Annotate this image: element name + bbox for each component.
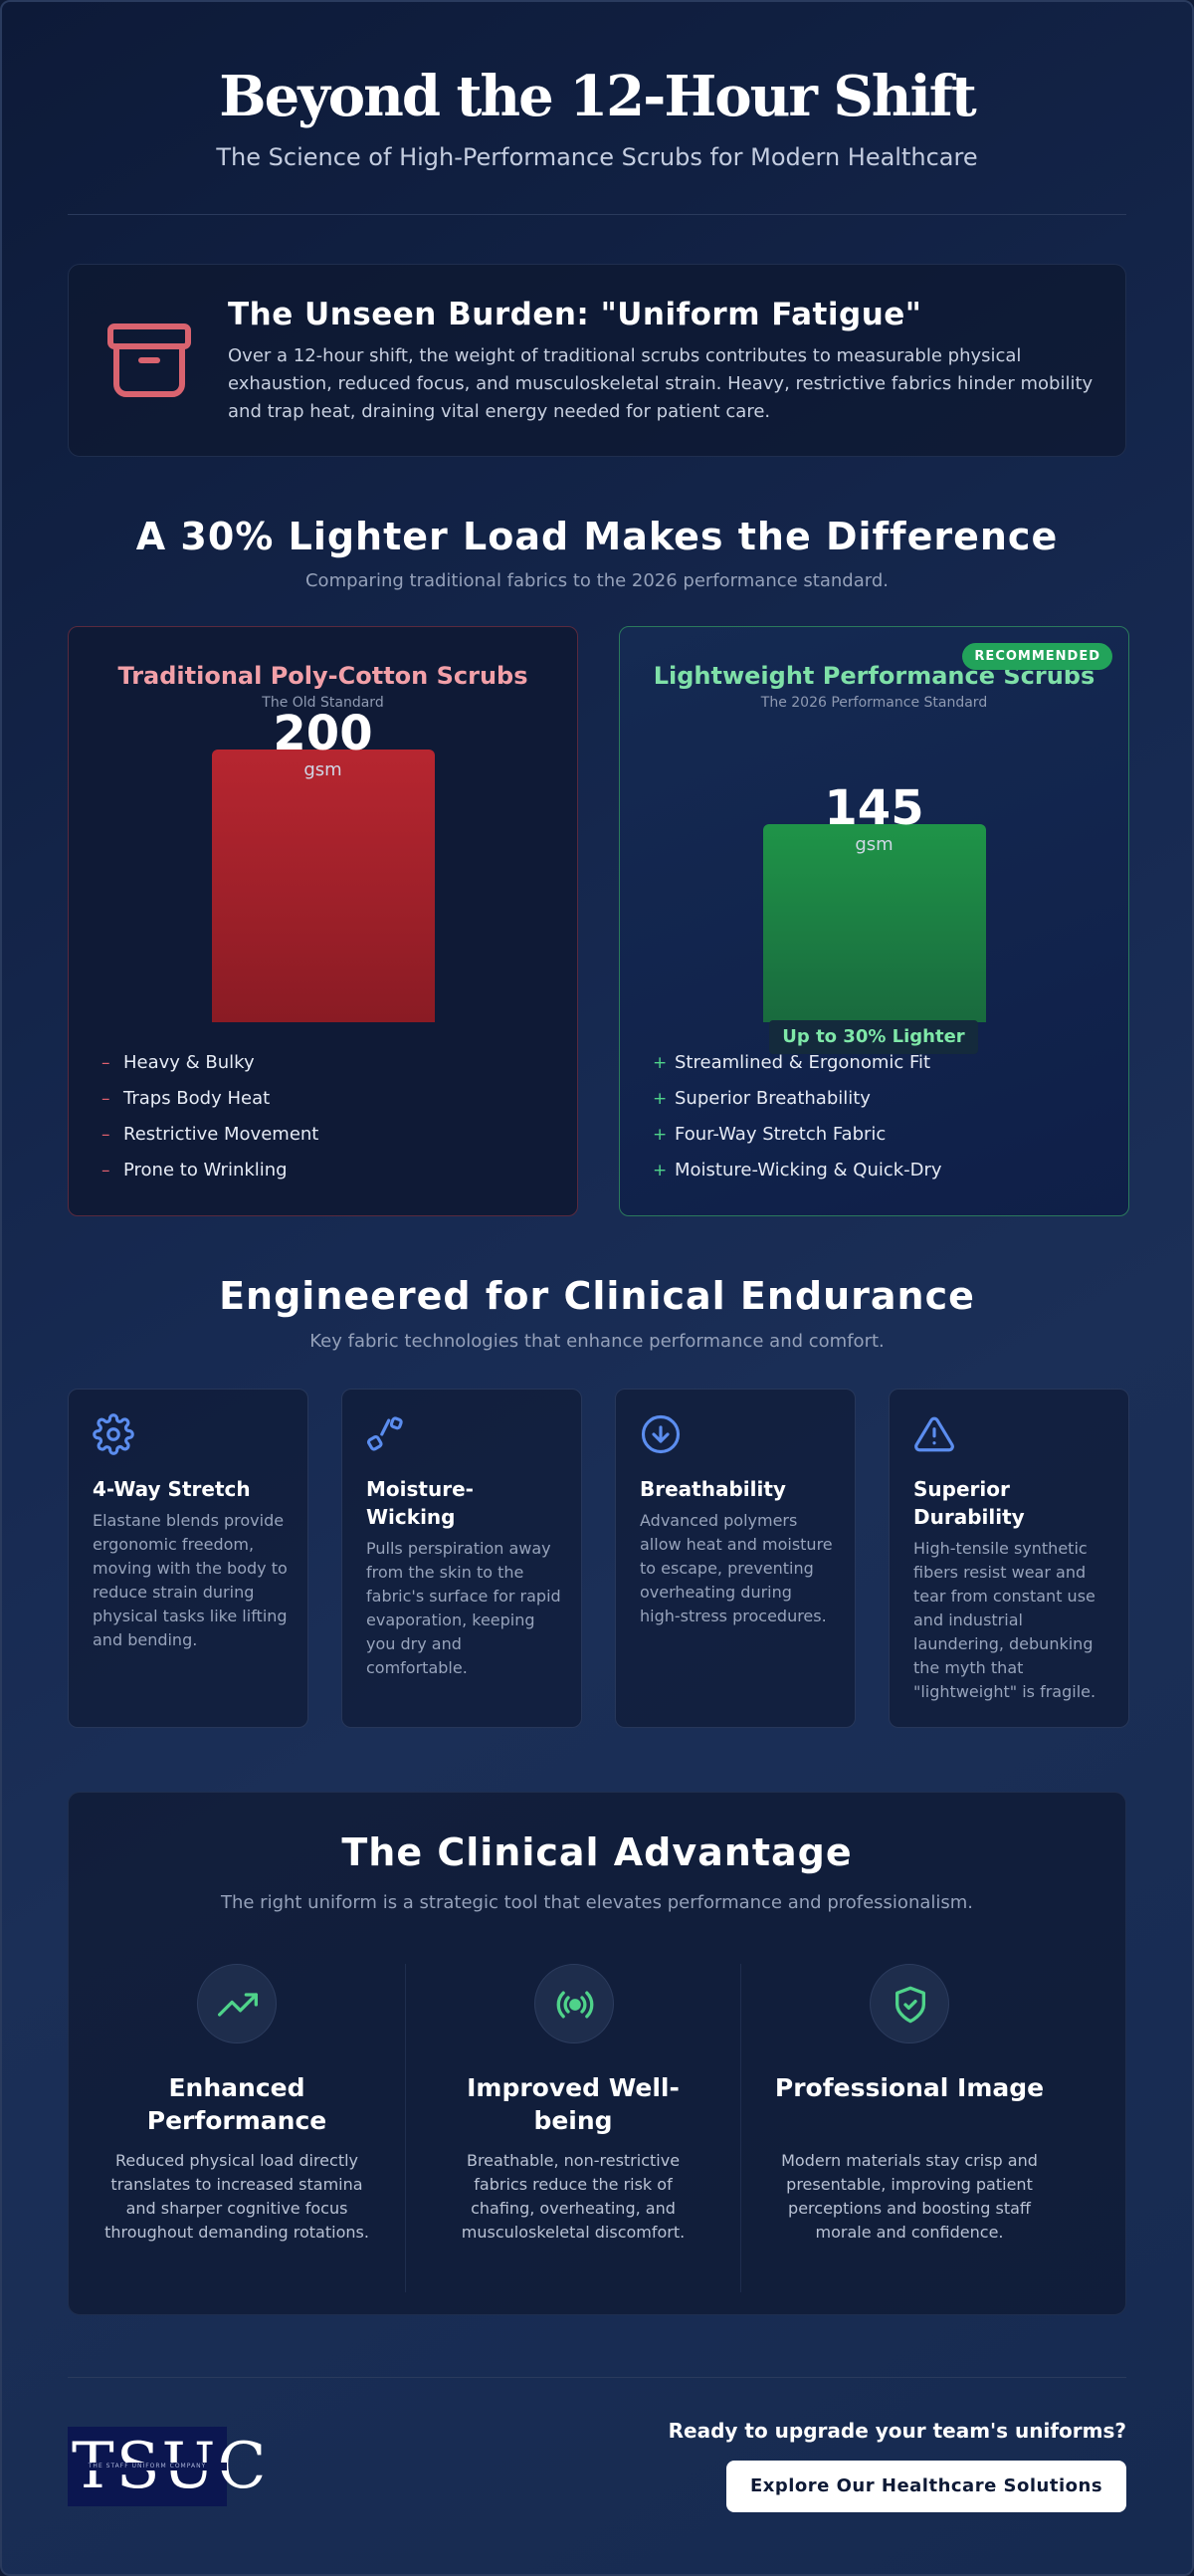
page-title: Beyond the 12-Hour Shift (219, 64, 976, 129)
burden-title: The Unseen Burden: "Uniform Fatigue" (228, 297, 922, 332)
tech-text: Elastane blends provide ergonomic freedo… (93, 1511, 288, 1649)
warning-triangle-icon (914, 1416, 954, 1452)
arrow-down-circle-icon (641, 1414, 681, 1454)
list-item: + Superior Breathability (653, 1081, 942, 1117)
old-scrubs-card: Traditional Poly-Cotton Scrubs The Old S… (68, 626, 578, 1216)
list-item: + Four-Way Stretch Fabric (653, 1117, 942, 1153)
page-subtitle: The Science of High-Performance Scrubs f… (216, 143, 978, 171)
archive-box-icon (107, 323, 191, 397)
list-item: – Heavy & Bulky (101, 1045, 318, 1081)
advantage-wellbeing: Improved Well-being Breathable, non-rest… (405, 1964, 741, 2292)
tech-section-title: Engineered for Clinical Endurance (219, 1274, 975, 1318)
comparison-subtitle: Comparing traditional fabrics to the 202… (304, 570, 889, 591)
tech-title: Moisture-Wicking (366, 1477, 474, 1529)
advantage-item-text: Breathable, non-restrictive fabrics redu… (461, 2151, 686, 2242)
burden-card: The Unseen Burden: "Uniform Fatigue" Ove… (68, 264, 1126, 457)
tech-title: 4-Way Stretch (93, 1477, 251, 1501)
tech-text: Pulls perspiration away from the skin to… (366, 1539, 561, 1677)
cta-question: Ready to upgrade your team's uniforms? (668, 2419, 1126, 2443)
bar-value-new: 145 (824, 780, 924, 836)
advantage-item-text: Modern materials stay crisp and presenta… (781, 2151, 1038, 2242)
advantage-item-text: Reduced physical load directly translate… (104, 2151, 369, 2242)
tech-text: High-tensile synthetic fibers resist wea… (913, 1539, 1096, 1701)
bar-unit-old: gsm (303, 759, 342, 780)
bar-value-old: 200 (273, 706, 373, 761)
new-features-list: + Streamlined & Ergonomic Fit + Superior B… (653, 1045, 942, 1188)
advantage-subtitle: The right uniform is a strategic tool th… (220, 1892, 974, 1913)
clinical-advantage-panel: The Clinical Advantage The right uniform… (68, 1792, 1126, 2315)
tech-title: Breathability (640, 1477, 786, 1501)
lighter-callout: Up to 30% Lighter (769, 1020, 978, 1054)
old-features-list: – Heavy & Bulky – Traps Body Heat – Restric… (101, 1045, 318, 1188)
dash-icon: – (101, 1161, 110, 1181)
advantage-title: The Clinical Advantage (341, 1830, 853, 1874)
list-item: + Moisture-Wicking & Quick-Dry (653, 1153, 942, 1188)
old-scrubs-subtitle: The Old Standard (262, 695, 384, 711)
plus-icon: + (653, 1089, 668, 1109)
logo-tagline: THE STAFF UNIFORM COMPANY (68, 2463, 227, 2470)
plus-icon: + (653, 1125, 668, 1145)
advantage-item-title: Improved Well-being (467, 2073, 680, 2135)
bar-new-scrubs (763, 824, 986, 1022)
list-item: – Prone to Wrinkling (101, 1153, 318, 1188)
tech-card-breathability: Breathability Advanced polymers allow he… (615, 1389, 856, 1728)
plus-icon: + (653, 1053, 668, 1073)
list-item: – Restrictive Movement (101, 1117, 318, 1153)
tech-card-stretch: 4-Way Stretch Elastane blends provide er… (68, 1389, 308, 1728)
advantage-performance: Enhanced Performance Reduced physical lo… (69, 1964, 405, 2292)
gear-icon (93, 1413, 134, 1455)
bar-unit-new: gsm (855, 834, 894, 855)
icon-circle (534, 1964, 614, 2043)
dash-icon: – (101, 1125, 110, 1145)
tech-section-subtitle: Key fabric technologies that enhance per… (309, 1331, 885, 1352)
droplets-icon (366, 1416, 403, 1451)
broadcast-icon (556, 1991, 594, 2019)
header-divider (68, 214, 1126, 215)
content-column: Beyond the 12-Hour Shift The Science of … (68, 2, 1129, 2574)
comparison-title: A 30% Lighter Load Makes the Difference (135, 515, 1059, 558)
bar-old-scrubs (212, 750, 435, 1022)
icon-circle (870, 1964, 949, 2043)
burden-text: Over a 12-hour shift, the weight of trad… (228, 345, 1094, 422)
dash-icon: – (101, 1053, 110, 1073)
recommended-badge: RECOMMENDED (962, 643, 1112, 670)
dash-icon: – (101, 1089, 110, 1109)
footer-divider (68, 2377, 1126, 2378)
shield-check-icon (896, 1986, 925, 2024)
explore-solutions-button[interactable]: Explore Our Healthcare Solutions (726, 2461, 1126, 2512)
new-scrubs-subtitle: The 2026 Performance Standard (760, 695, 988, 711)
company-logo[interactable]: TSUC THE STAFF UNIFORM COMPANY (68, 2427, 266, 2506)
plus-icon: + (653, 1161, 668, 1181)
list-item: – Traps Body Heat (101, 1081, 318, 1117)
tech-card-durability: Superior Durability High-tensile synthet… (889, 1389, 1129, 1728)
tech-card-moisture: Moisture-Wicking Pulls perspiration away… (341, 1389, 582, 1728)
icon-circle (197, 1964, 277, 2043)
advantage-item-title: Enhanced Performance (146, 2073, 327, 2135)
advantage-item-title: Professional Image (774, 2073, 1045, 2102)
tech-title: Superior Durability (913, 1477, 1025, 1529)
new-scrubs-card: Lightweight Performance Scrubs RECOMMEND… (619, 626, 1129, 1216)
tech-text: Advanced polymers allow heat and moistur… (640, 1511, 833, 1625)
list-item: + Streamlined & Ergonomic Fit (653, 1045, 942, 1081)
old-scrubs-title: Traditional Poly-Cotton Scrubs (117, 662, 528, 690)
trending-up-icon (218, 1993, 258, 2017)
advantage-image: Professional Image Modern materials stay… (741, 1964, 1078, 2292)
